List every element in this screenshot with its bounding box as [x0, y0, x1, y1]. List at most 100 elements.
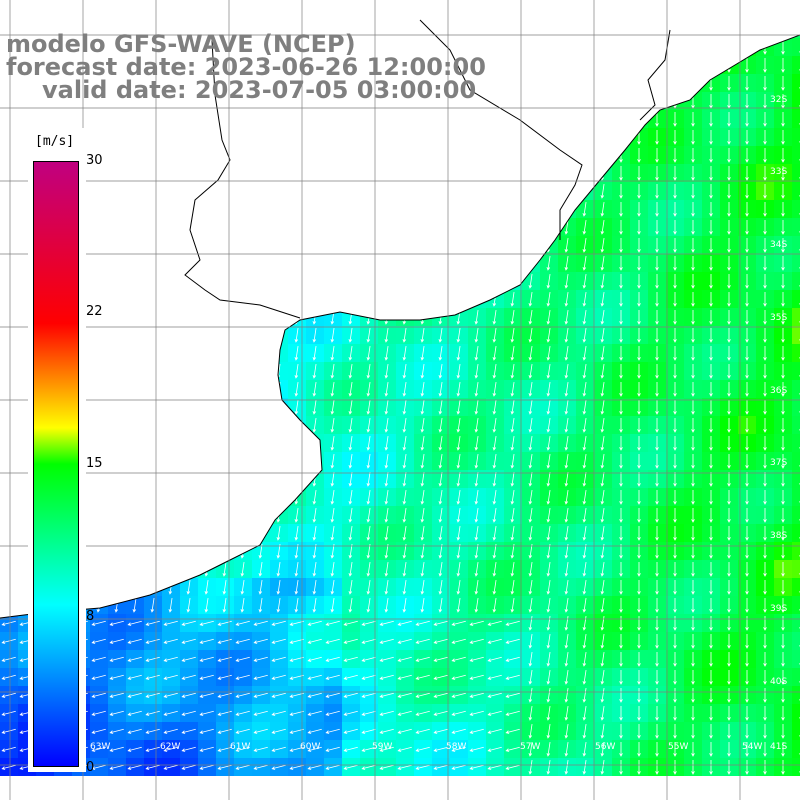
wind-arrow — [438, 418, 443, 433]
wind-arrow — [546, 436, 551, 451]
wind-arrow — [420, 544, 425, 559]
wind-arrow — [312, 490, 317, 505]
wind-arrow — [217, 692, 232, 698]
lon-label: 58W — [446, 742, 467, 752]
wind-arrow — [727, 292, 731, 307]
wind-arrow — [456, 472, 461, 487]
wind-arrow — [505, 674, 520, 680]
wind-arrow — [312, 400, 317, 415]
wind-arrow — [619, 742, 623, 757]
wind-arrow — [325, 656, 340, 662]
wind-arrow — [510, 436, 515, 451]
wind-arrow — [691, 292, 695, 307]
wind-arrow — [582, 670, 587, 685]
wind-arrow — [253, 692, 268, 698]
wind-cell — [792, 740, 800, 758]
wind-arrow — [163, 620, 178, 626]
wind-arrow — [109, 638, 124, 644]
wind-arrow — [582, 346, 587, 361]
wind-arrow — [528, 400, 533, 415]
wind-arrow — [510, 562, 515, 577]
wind-arrow — [145, 620, 160, 626]
wind-arrow — [619, 400, 623, 415]
wind-arrow — [727, 598, 731, 613]
wind-arrow — [145, 692, 160, 698]
wind-arrow — [474, 454, 479, 469]
wind-arrow — [655, 760, 659, 775]
wind-arrow — [727, 328, 731, 343]
wind-arrow — [528, 634, 533, 649]
wind-arrow — [600, 382, 605, 397]
wind-arrow — [582, 274, 587, 289]
wind-arrow — [474, 310, 479, 325]
wind-arrow — [528, 274, 533, 289]
wind-arrow — [1, 710, 16, 716]
wind-arrow — [271, 638, 286, 644]
wind-arrow — [619, 220, 623, 235]
wind-arrow — [528, 616, 533, 631]
wind-arrow — [745, 526, 749, 541]
wind-arrow — [619, 598, 623, 613]
wind-arrow — [637, 220, 641, 235]
wind-arrow — [438, 400, 443, 415]
wind-arrow — [366, 346, 371, 361]
wind-arrow — [528, 724, 533, 739]
wind-arrow — [325, 638, 340, 644]
wind-arrow — [348, 598, 353, 613]
wind-arrow — [691, 652, 695, 667]
wind-arrow — [492, 346, 497, 361]
wind-arrow — [655, 508, 659, 523]
wind-arrow — [781, 346, 785, 361]
wind-arrow — [709, 580, 713, 595]
wind-arrow — [361, 656, 376, 662]
wind-arrow — [307, 728, 322, 734]
wind-arrow — [691, 346, 695, 361]
wind-arrow — [348, 472, 353, 487]
wind-arrow — [145, 728, 160, 734]
wind-arrow — [438, 490, 443, 505]
wind-arrow — [235, 692, 250, 698]
wind-arrow — [564, 454, 569, 469]
wind-arrow — [763, 76, 767, 91]
wind-arrow — [528, 490, 533, 505]
wind-arrow — [1, 728, 16, 734]
wind-arrow — [145, 674, 160, 680]
wind-arrow — [492, 328, 497, 343]
wind-arrow — [709, 760, 713, 775]
wind-arrow — [673, 238, 677, 253]
wind-arrow — [564, 526, 569, 541]
wind-arrow — [510, 508, 515, 523]
wind-arrow — [402, 400, 407, 415]
wind-arrow — [546, 742, 551, 757]
wind-arrow — [451, 692, 466, 698]
wind-arrow — [366, 418, 371, 433]
wind-arrow — [163, 692, 178, 698]
wind-arrow — [384, 382, 389, 397]
wind-arrow — [637, 400, 641, 415]
wind-arrow — [330, 346, 335, 361]
wind-arrow — [397, 764, 412, 770]
wind-arrow — [253, 656, 268, 662]
wind-arrow — [415, 638, 430, 644]
wind-arrow — [240, 562, 245, 577]
wind-arrow — [127, 620, 142, 626]
lat-label: 38S — [770, 531, 788, 541]
wind-arrow — [199, 674, 214, 680]
wind-arrow — [619, 238, 623, 253]
wind-arrow — [240, 598, 245, 613]
wind-arrow — [330, 364, 335, 379]
wind-arrow — [619, 616, 623, 631]
wind-arrow — [564, 436, 569, 451]
wind-arrow — [199, 638, 214, 644]
wind-arrow — [655, 346, 659, 361]
wind-arrow — [673, 418, 677, 433]
wind-arrow — [709, 490, 713, 505]
wind-arrow — [181, 638, 196, 644]
wind-arrow — [781, 652, 785, 667]
wind-arrow — [330, 472, 335, 487]
wind-arrow — [763, 598, 767, 613]
wind-arrow — [745, 688, 749, 703]
wind-arrow — [181, 620, 196, 626]
wind-arrow — [763, 508, 767, 523]
wind-arrow — [487, 764, 502, 770]
